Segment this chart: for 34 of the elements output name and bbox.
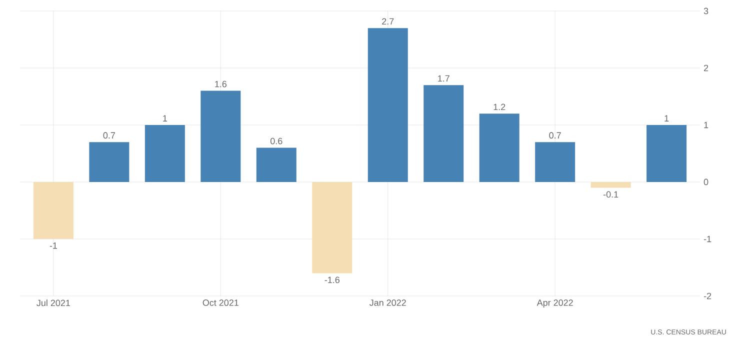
bar [312,182,352,274]
bar [646,124,687,182]
data-label: 0.6 [270,138,282,144]
data-label: 1.2 [494,104,506,110]
data-label: 0.7 [549,132,561,139]
bar [33,182,74,239]
y-tick-label: -2 [704,292,712,300]
x-tick-label: Jan 2022 [369,300,406,306]
bar [590,182,631,188]
data-label: 2.7 [382,18,394,25]
bar [89,142,130,182]
bar [144,124,185,182]
y-tick-label: -1 [704,236,712,242]
y-tick-label: 1 [704,122,708,128]
bar [200,90,241,182]
data-label: -0.1 [603,191,618,198]
data-label: 1.6 [215,80,227,88]
bar [535,142,576,182]
bar [368,28,408,182]
x-tick-label: Jul 2021 [36,300,70,306]
y-tick-label: 2 [704,64,708,72]
data-label: -1 [50,242,58,249]
bar [479,114,520,182]
data-label: 0.7 [103,132,115,139]
bar [424,85,464,182]
bar [256,148,296,182]
x-tick-label: Oct 2021 [202,300,238,306]
data-label: 1 [163,115,167,122]
data-label: 1 [664,115,669,122]
x-tick-label: Apr 2022 [536,300,573,308]
data-label: -1.6 [324,276,340,284]
y-tick-label: 0 [704,178,708,186]
y-tick-label: 3 [704,8,708,14]
data-label: 1.7 [438,75,450,82]
